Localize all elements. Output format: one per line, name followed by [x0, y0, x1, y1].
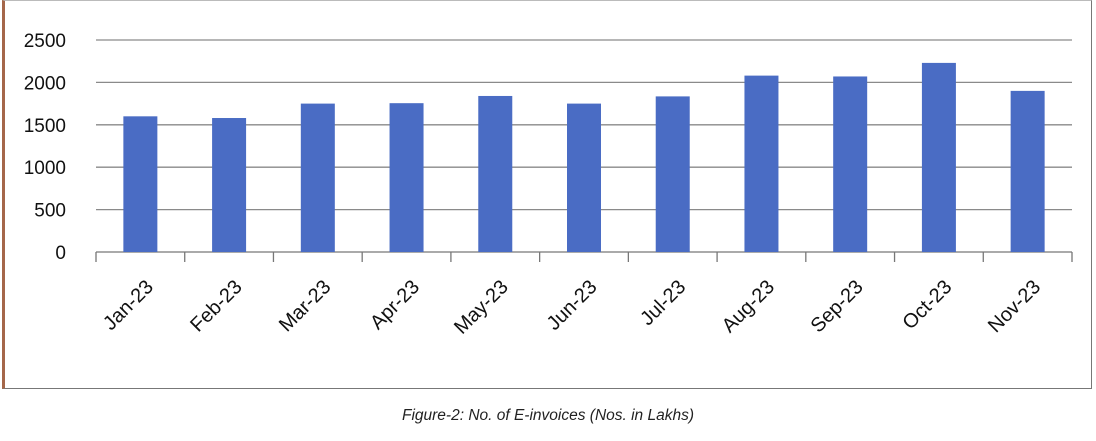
y-tick-label: 1000 [24, 158, 66, 179]
bar-jul-23 [655, 96, 690, 252]
bar-jan-23 [123, 116, 158, 252]
x-tick-label: Oct-23 [898, 276, 956, 334]
y-tick-label: 1500 [24, 116, 66, 137]
y-tick-label: 500 [34, 201, 66, 222]
bar-mar-23 [300, 103, 335, 252]
x-tick-label: Jan-23 [99, 276, 158, 335]
bar-may-23 [478, 95, 513, 252]
bar-jun-23 [567, 103, 601, 252]
x-tick-label: Jun-23 [543, 276, 602, 335]
x-tick-label: May-23 [450, 276, 513, 339]
bar-oct-23 [921, 62, 956, 253]
bar-nov-23 [1010, 90, 1045, 252]
bar-apr-23 [389, 103, 424, 253]
bar-aug-23 [744, 75, 779, 252]
x-tick-label: Apr-23 [366, 276, 424, 334]
x-tick-label: Mar-23 [275, 276, 335, 336]
y-tick-label: 0 [55, 243, 66, 264]
bar-feb-23 [212, 118, 247, 253]
y-tick-label: 2000 [24, 73, 66, 94]
x-tick-label: Sep-23 [807, 276, 868, 337]
chart-frame [2, 0, 1092, 389]
x-tick-label: Jul-23 [636, 276, 690, 330]
x-tick-label: Aug-23 [718, 276, 779, 337]
x-tick-label: Feb-23 [186, 276, 246, 336]
x-tick-label: Nov-23 [984, 276, 1045, 337]
figure-caption: Figure-2: No. of E-invoices (Nos. in Lak… [401, 407, 695, 424]
bar-chart: 0 500 1000 1500 2000 2500 Jan-23 Feb-23 Mar-23 Ap… [24, 31, 1073, 339]
y-tick-label: 2500 [24, 31, 66, 52]
bar-sep-23 [833, 76, 868, 253]
